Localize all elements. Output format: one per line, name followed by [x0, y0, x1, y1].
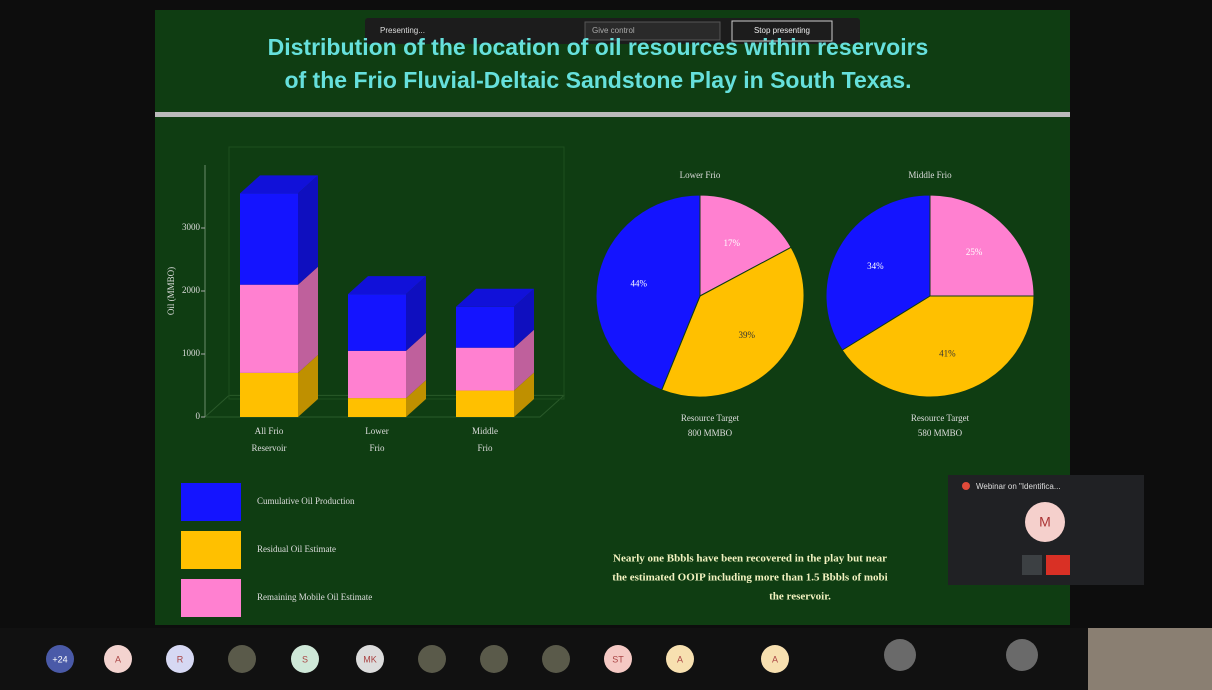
bar-side [514, 372, 534, 417]
y-tick-label: 0 [196, 411, 201, 421]
y-axis-label: Oil (MMBO) [166, 267, 176, 315]
y-tick-label: 1000 [182, 348, 201, 358]
bar-segment [456, 306, 514, 348]
avatar [1025, 502, 1065, 542]
participant-avatar [166, 645, 194, 673]
participant-initials: A [772, 654, 778, 664]
bar-segment [240, 284, 298, 373]
control-dropdown[interactable] [584, 21, 721, 41]
pie-label: 41% [939, 348, 956, 358]
participant-initials: S [302, 654, 308, 664]
participant-initials: A [677, 654, 683, 664]
pie-slice [699, 194, 792, 297]
pie-slice [595, 194, 701, 391]
participant-photo [480, 645, 508, 673]
bar-top [240, 175, 318, 194]
y-tick-label: 2000 [182, 285, 201, 295]
pie-label: 17% [724, 238, 741, 248]
bar-side [514, 329, 534, 391]
x-tick-label: Frio [477, 443, 493, 453]
bar-segment [240, 193, 298, 285]
avatar-letter: M [1039, 514, 1051, 530]
bar-segment [240, 372, 298, 417]
self-view [1088, 628, 1212, 690]
pie-slice [929, 194, 1035, 297]
bar-segment [456, 347, 514, 391]
note-line: the estimated OOIP including more than 1… [612, 572, 887, 584]
present-status: Presenting... [380, 26, 425, 35]
pie-caption: 800 MMBO [688, 428, 733, 438]
stop-label[interactable]: Stop presenting [754, 26, 810, 35]
pie-slice [661, 246, 805, 398]
legend-swatch [181, 483, 241, 521]
pie-slice [825, 194, 931, 351]
y-tick-label: 3000 [182, 222, 201, 232]
note-line: Nearly one Bbbls have been recovered in … [613, 553, 887, 565]
legend-label: Cumulative Oil Production [257, 496, 355, 506]
x-tick-label: Reservoir [252, 443, 287, 453]
control-label[interactable]: Give control [592, 26, 635, 35]
participant-initials: R [177, 654, 184, 664]
bar-segment [348, 350, 406, 399]
legend-swatch [181, 531, 241, 569]
participant-initials: +24 [52, 654, 67, 664]
pie-caption: Resource Target [911, 413, 970, 423]
participant-avatar [666, 645, 694, 673]
pie-caption: Resource Target [681, 413, 740, 423]
participant-avatar [291, 645, 319, 673]
participant-photo [418, 645, 446, 673]
pie-slice [841, 295, 1035, 398]
x-tick-label: Lower [365, 426, 389, 436]
participant-avatar [104, 645, 132, 673]
pie-title: Middle Frio [908, 170, 952, 180]
bar-side [298, 354, 318, 417]
bar-segment [348, 398, 406, 417]
bar-side [298, 266, 318, 373]
bar-segment [456, 390, 514, 417]
bar-top [348, 276, 426, 295]
stop-button[interactable] [731, 20, 833, 42]
legend-swatch [181, 579, 241, 617]
participant-photo [1006, 639, 1038, 671]
participant-photo [228, 645, 256, 673]
participant-initials: A [115, 654, 121, 664]
bar-side [406, 332, 426, 399]
cam-button[interactable] [1022, 555, 1042, 575]
participant-avatar [761, 645, 789, 673]
bar-side [298, 175, 318, 285]
rec-icon [962, 482, 970, 490]
participant-initials: MK [363, 654, 377, 664]
participant-photo [884, 639, 916, 671]
bar-side [406, 276, 426, 351]
legend-label: Residual Oil Estimate [257, 544, 336, 554]
x-tick-label: Frio [369, 443, 385, 453]
pie-title: Lower Frio [680, 170, 721, 180]
participant-avatar [46, 645, 74, 673]
webinar-title: Webinar on "Identifica... [976, 482, 1061, 491]
hangup-button[interactable] [1046, 555, 1070, 575]
bar-segment [348, 294, 406, 351]
participant-avatar [604, 645, 632, 673]
x-tick-label: Middle [472, 426, 498, 436]
slide-title: of the Frio Fluvial-Deltaic Sandstone Pl… [284, 67, 911, 93]
pie-label: 25% [966, 247, 983, 257]
pie-caption: 580 MMBO [918, 428, 963, 438]
participant-photo [542, 645, 570, 673]
participant-initials: ST [612, 654, 624, 664]
note-line: the reservoir. [769, 591, 831, 603]
pie-label: 44% [630, 279, 647, 289]
participant-avatar [356, 645, 384, 673]
bar-top [456, 288, 534, 307]
slide-title: Distribution of the location of oil reso… [268, 34, 929, 60]
x-tick-label: All Frio [255, 426, 284, 436]
bar-side [514, 288, 534, 348]
title-rule [155, 112, 1070, 117]
bar-side [406, 380, 426, 417]
legend-label: Remaining Mobile Oil Estimate [257, 592, 372, 602]
pie-label: 34% [867, 261, 884, 271]
pie-label: 39% [739, 330, 756, 340]
